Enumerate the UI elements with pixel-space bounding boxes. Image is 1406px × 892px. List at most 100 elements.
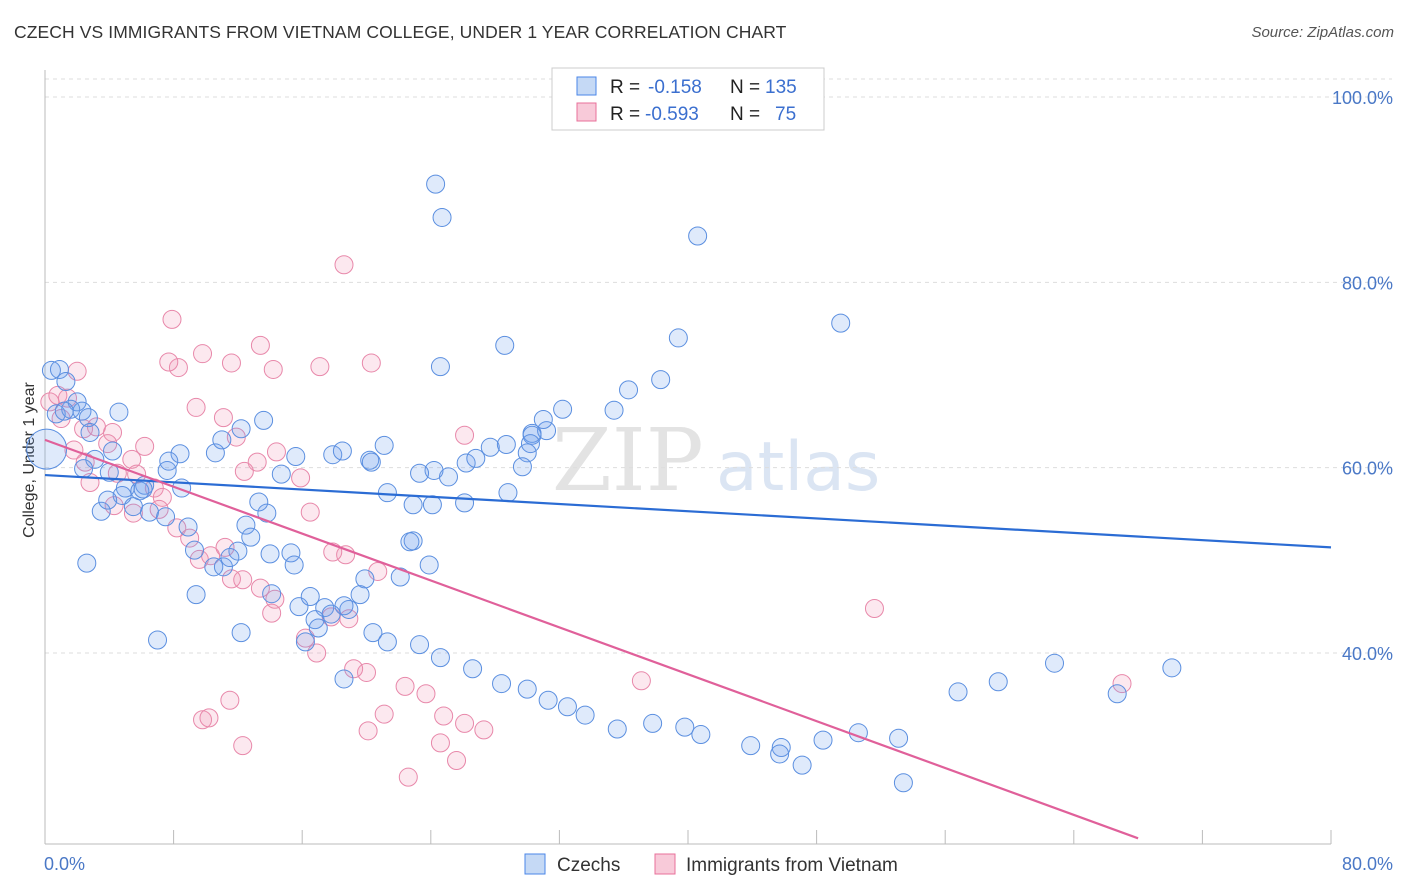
point-vietnam-74 — [864, 599, 884, 619]
point-czechs-62 — [522, 425, 542, 445]
point-czechs-97 — [988, 672, 1008, 692]
point-czechs-80 — [430, 648, 450, 668]
point-czechs-114 — [254, 410, 274, 430]
point-czechs-127 — [295, 632, 315, 652]
point-czechs-98 — [1045, 653, 1065, 673]
point-czechs-103 — [688, 226, 708, 246]
source-label: Source: ZipAtlas.com — [1251, 24, 1394, 41]
point-czechs-112 — [533, 409, 553, 429]
point-czechs-91 — [741, 736, 761, 756]
legend-label-vietnam: Immigrants from Vietnam — [686, 855, 898, 876]
point-czechs-57 — [466, 448, 486, 468]
y-tick-label-1: 60.0% — [1342, 459, 1393, 479]
point-vietnam-69 — [193, 710, 213, 730]
point-czechs-121 — [74, 459, 94, 479]
point-czechs-85 — [557, 697, 577, 717]
point-vietnam-17 — [152, 487, 172, 507]
point-czechs-53 — [424, 460, 444, 480]
point-czechs-100 — [1162, 658, 1182, 678]
point-vietnam-70 — [199, 708, 219, 728]
point-czechs-128 — [334, 669, 354, 689]
point-czechs-25 — [178, 517, 198, 537]
point-czechs-41 — [257, 503, 277, 523]
point-czechs-120 — [103, 441, 123, 461]
point-vietnam-66 — [334, 255, 354, 275]
stats-legend-n-label-czechs: N = — [730, 77, 760, 98]
point-czechs-26 — [184, 540, 204, 560]
point-czechs-0 — [26, 428, 68, 470]
point-vietnam-67 — [361, 353, 381, 373]
point-czechs-122 — [133, 479, 153, 499]
stats-legend-swatch-czechs — [576, 76, 597, 96]
point-vietnam-71 — [233, 736, 253, 756]
point-czechs-76 — [308, 618, 328, 638]
point-czechs-10 — [78, 408, 98, 428]
point-czechs-61 — [537, 421, 557, 441]
point-czechs-69 — [419, 555, 439, 575]
point-czechs-119 — [159, 451, 179, 471]
point-vietnam-59 — [159, 352, 179, 372]
point-czechs-54 — [410, 463, 430, 483]
tick-labels: 40.0% 60.0% 80.0% 100.0% 0.0% 80.0% — [44, 88, 1393, 874]
watermark: ZIP atlas — [552, 411, 880, 511]
point-czechs-66 — [455, 493, 475, 513]
series-legend: Czechs Immigrants from Vietnam — [524, 853, 898, 876]
point-vietnam-45 — [358, 721, 378, 741]
point-czechs-51 — [403, 495, 423, 515]
point-czechs-8 — [109, 402, 129, 422]
point-czechs-68 — [400, 532, 420, 552]
point-czechs-99 — [1107, 684, 1127, 704]
point-czechs-43 — [271, 464, 291, 484]
point-czechs-113 — [520, 434, 540, 454]
point-czechs-118 — [170, 444, 190, 464]
legend-label-czechs: Czechs — [557, 855, 620, 876]
x-tick-label-0: 0.0% — [44, 854, 85, 874]
point-vietnam-19 — [123, 503, 143, 523]
point-vietnam-62 — [221, 353, 241, 373]
point-czechs-45 — [323, 445, 343, 465]
point-czechs-107 — [430, 357, 450, 377]
point-vietnam-35 — [357, 662, 376, 682]
point-vietnam-43 — [447, 750, 467, 770]
chart-title: CZECH VS IMMIGRANTS FROM VIETNAM COLLEGE… — [14, 22, 787, 42]
point-vietnam-28 — [250, 578, 270, 598]
point-vietnam-72 — [455, 425, 475, 445]
point-czechs-111 — [553, 399, 573, 419]
point-czechs-105 — [668, 328, 688, 348]
point-vietnam-40 — [455, 713, 475, 733]
point-czechs-2 — [49, 359, 69, 379]
trend-line-czechs — [44, 473, 1332, 549]
stats-legend-r-label-vietnam: R = — [610, 104, 640, 125]
point-czechs-84 — [538, 690, 558, 710]
x-tick-label-1: 80.0% — [1342, 854, 1393, 874]
point-czechs-24 — [156, 507, 176, 527]
point-czechs-71 — [355, 569, 375, 589]
point-czechs-21 — [123, 497, 143, 517]
point-czechs-64 — [512, 457, 532, 477]
point-vietnam-52 — [266, 442, 286, 462]
point-czechs-52 — [422, 495, 442, 515]
y-tick-label-2: 80.0% — [1342, 273, 1393, 293]
point-czechs-7 — [54, 401, 74, 421]
point-czechs-55 — [438, 467, 458, 487]
point-czechs-126 — [231, 623, 251, 643]
point-czechs-5 — [67, 392, 87, 412]
point-czechs-32 — [281, 543, 301, 563]
point-czechs-131 — [893, 773, 913, 793]
point-czechs-92 — [771, 738, 791, 758]
point-czechs-78 — [377, 632, 397, 652]
stats-legend-n-value-vietnam: 75 — [775, 104, 796, 125]
stats-legend-swatch-vietnam — [576, 102, 597, 122]
point-czechs-3 — [56, 371, 76, 391]
point-czechs-106 — [495, 335, 515, 355]
stats-legend-r-label-czechs: R = — [610, 77, 640, 98]
point-czechs-86 — [575, 705, 595, 725]
point-czechs-11 — [80, 422, 100, 442]
point-czechs-59 — [496, 435, 516, 454]
point-czechs-56 — [456, 453, 476, 473]
point-vietnam-37 — [395, 676, 415, 696]
y-tick-label-3: 100.0% — [1332, 88, 1393, 108]
point-czechs-83 — [517, 679, 537, 699]
point-czechs-44 — [286, 447, 306, 467]
